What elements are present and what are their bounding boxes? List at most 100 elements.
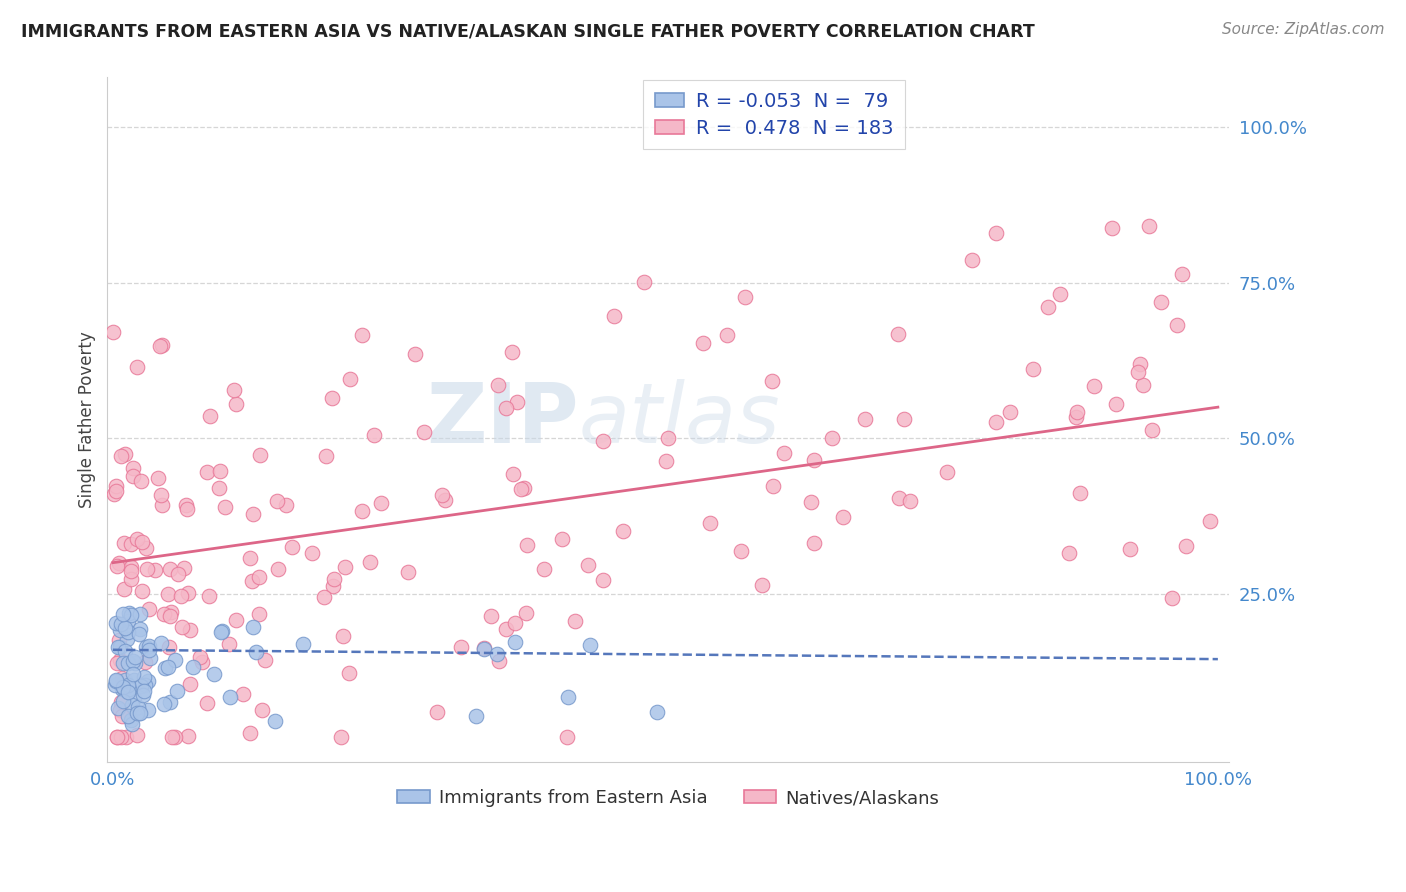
Point	[249, 448, 271, 462]
Point	[222, 384, 245, 398]
Point	[103, 487, 125, 501]
Point	[129, 474, 152, 488]
Point	[557, 690, 579, 705]
Point	[350, 504, 373, 518]
Point	[716, 327, 738, 342]
Point	[218, 637, 240, 651]
Point	[139, 651, 162, 665]
Point	[242, 507, 264, 521]
Point	[105, 673, 128, 688]
Point	[157, 640, 180, 654]
Point	[124, 650, 146, 665]
Point	[131, 535, 153, 549]
Point	[352, 327, 374, 342]
Point	[108, 632, 131, 647]
Point	[513, 481, 536, 495]
Point	[1161, 591, 1184, 605]
Point	[301, 547, 323, 561]
Point	[110, 616, 132, 631]
Point	[734, 290, 756, 304]
Point	[886, 326, 908, 341]
Point	[114, 673, 136, 687]
Point	[396, 565, 419, 579]
Point	[832, 510, 855, 524]
Text: ZIP: ZIP	[426, 379, 578, 460]
Point	[177, 586, 200, 600]
Point	[1199, 514, 1222, 528]
Point	[502, 467, 524, 481]
Point	[1132, 378, 1154, 392]
Point	[107, 700, 129, 714]
Point	[179, 623, 201, 637]
Point	[363, 427, 385, 442]
Point	[247, 570, 270, 584]
Point	[159, 562, 181, 576]
Point	[1066, 405, 1088, 419]
Point	[127, 532, 149, 546]
Point	[128, 706, 150, 720]
Point	[118, 606, 141, 620]
Point	[150, 338, 173, 352]
Point	[112, 582, 135, 596]
Point	[1171, 267, 1194, 281]
Point	[114, 536, 136, 550]
Point	[450, 640, 472, 654]
Point	[163, 653, 186, 667]
Point	[160, 730, 183, 744]
Point	[479, 608, 502, 623]
Point	[239, 551, 262, 566]
Point	[117, 656, 139, 670]
Point	[337, 665, 360, 680]
Point	[1069, 485, 1091, 500]
Point	[159, 608, 181, 623]
Point	[120, 537, 142, 551]
Point	[111, 708, 134, 723]
Point	[160, 605, 183, 619]
Point	[254, 653, 277, 667]
Point	[432, 488, 454, 502]
Point	[152, 607, 174, 622]
Point	[134, 670, 156, 684]
Point	[150, 636, 173, 650]
Point	[117, 682, 139, 697]
Point	[173, 561, 195, 575]
Point	[108, 640, 131, 654]
Point	[315, 449, 337, 463]
Point	[339, 372, 361, 386]
Y-axis label: Single Father Poverty: Single Father Poverty	[79, 331, 96, 508]
Point	[1150, 295, 1173, 310]
Point	[138, 602, 160, 616]
Point	[1129, 357, 1152, 371]
Point	[332, 629, 354, 643]
Point	[291, 636, 314, 650]
Point	[264, 714, 287, 728]
Point	[495, 401, 517, 415]
Point	[893, 412, 915, 426]
Point	[730, 543, 752, 558]
Point	[120, 607, 142, 622]
Point	[276, 498, 298, 512]
Point	[104, 479, 127, 493]
Point	[191, 655, 214, 669]
Point	[984, 226, 1007, 240]
Point	[321, 392, 343, 406]
Point	[121, 717, 143, 731]
Point	[163, 730, 186, 744]
Point	[472, 640, 495, 655]
Text: atlas: atlas	[578, 379, 780, 460]
Point	[1101, 221, 1123, 235]
Point	[136, 562, 159, 576]
Point	[1064, 410, 1087, 425]
Point	[128, 627, 150, 641]
Point	[322, 579, 344, 593]
Point	[166, 567, 188, 582]
Point	[245, 644, 267, 658]
Point	[108, 703, 131, 717]
Point	[159, 695, 181, 709]
Point	[125, 359, 148, 374]
Point	[114, 643, 136, 657]
Point	[202, 667, 225, 681]
Point	[323, 572, 346, 586]
Point	[108, 623, 131, 637]
Point	[127, 706, 149, 720]
